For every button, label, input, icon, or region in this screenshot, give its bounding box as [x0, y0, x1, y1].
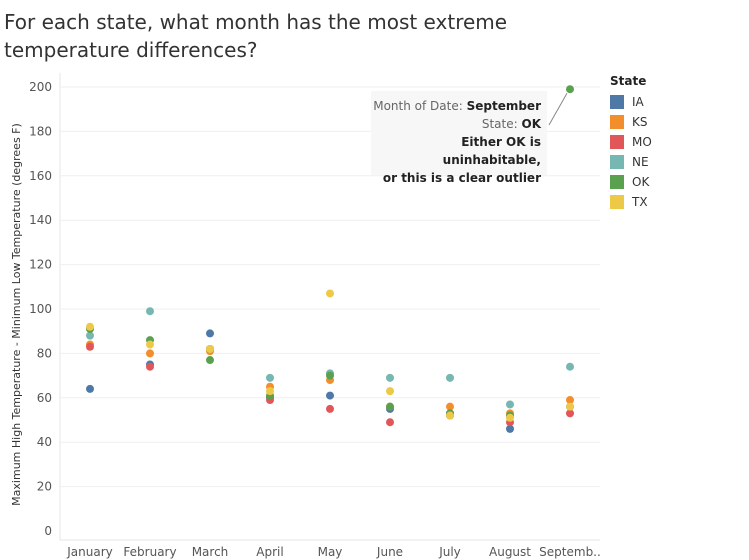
point-mo[interactable] — [146, 362, 154, 371]
point-mo[interactable] — [326, 404, 334, 413]
point-ia[interactable] — [506, 424, 514, 433]
legend-item-mo[interactable]: MO — [610, 132, 740, 152]
tooltip-callout-line — [548, 92, 568, 126]
legend-item-ok[interactable]: OK — [610, 172, 740, 192]
point-ne[interactable] — [446, 373, 454, 382]
legend-item-tx[interactable]: TX — [610, 192, 740, 212]
legend-swatch — [610, 175, 624, 189]
point-tx[interactable] — [266, 387, 274, 396]
x-axis-ticks: January February March April May June July Augu… — [66, 545, 601, 559]
point-tx[interactable] — [146, 340, 154, 349]
point-tx[interactable] — [206, 344, 214, 353]
x-tick-label: June — [376, 545, 403, 559]
point-ia[interactable] — [86, 384, 94, 393]
chart-title: For each state, what month has the most … — [4, 10, 508, 62]
x-tick-label: April — [256, 545, 283, 559]
legend-swatch — [610, 155, 624, 169]
point-ne[interactable] — [566, 362, 574, 371]
legend-label: IA — [632, 95, 644, 109]
x-tick-label: January — [66, 545, 113, 559]
point-tx[interactable] — [446, 411, 454, 420]
legend-title: State — [610, 74, 647, 88]
point-ks[interactable] — [146, 349, 154, 358]
point-ks[interactable] — [446, 402, 454, 411]
y-tick-label: 20 — [37, 480, 52, 494]
point-mo[interactable] — [86, 342, 94, 351]
legend-item-ia[interactable]: IA — [610, 92, 740, 112]
y-tick-label: 100 — [29, 302, 52, 316]
y-tick-label: 200 — [29, 80, 52, 94]
data-points — [86, 85, 574, 433]
point-tx[interactable] — [566, 402, 574, 411]
point-ne[interactable] — [146, 307, 154, 316]
legend-item-ne[interactable]: NE — [610, 152, 740, 172]
tooltip-key-state: State: — [481, 117, 518, 131]
point-ne[interactable] — [506, 400, 514, 409]
tooltip-note-2: or this is a clear outlier — [382, 171, 541, 185]
y-tick-label: 60 — [37, 391, 52, 405]
y-axis-ticks: 0 20 40 60 80 100 120 140 160 180 200 — [29, 80, 52, 538]
point-mo[interactable] — [386, 418, 394, 427]
y-tick-label: 120 — [29, 258, 52, 272]
point-ok[interactable] — [566, 85, 574, 94]
legend-label: TX — [632, 195, 648, 209]
legend-label: NE — [632, 155, 649, 169]
x-tick-label: March — [192, 545, 229, 559]
point-tx[interactable] — [86, 322, 94, 331]
x-tick-label: Septemb.. — [539, 545, 601, 559]
point-ok[interactable] — [326, 371, 334, 380]
y-axis-label: Maximum High Temperature - Minimum Low T… — [10, 123, 23, 506]
y-tick-label: 80 — [37, 346, 52, 360]
legend-swatch — [610, 115, 624, 129]
legend-label: OK — [632, 175, 650, 189]
point-mo[interactable] — [566, 409, 574, 418]
tooltip-note-1: Either OK is uninhabitable, — [442, 135, 541, 167]
tooltip-value-month: September — [466, 99, 541, 113]
point-tx[interactable] — [386, 387, 394, 396]
point-ne[interactable] — [386, 373, 394, 382]
y-tick-label: 160 — [29, 169, 52, 183]
point-ok[interactable] — [206, 356, 214, 365]
point-ne[interactable] — [266, 373, 274, 382]
legend-item-ks[interactable]: KS — [610, 112, 740, 132]
point-ia[interactable] — [206, 329, 214, 338]
point-tx[interactable] — [326, 289, 334, 298]
y-tick-label: 140 — [29, 213, 52, 227]
legend-label: KS — [632, 115, 648, 129]
tooltip-value-state: OK — [521, 117, 542, 131]
point-ok[interactable] — [386, 402, 394, 411]
tooltip-key-month: Month of Date: — [373, 99, 463, 113]
point-ks[interactable] — [566, 396, 574, 405]
point-ne[interactable] — [86, 331, 94, 340]
x-tick-label: May — [318, 545, 343, 559]
point-tx[interactable] — [506, 413, 514, 422]
legend-swatch — [610, 135, 624, 149]
y-tick-label: 0 — [44, 524, 52, 538]
y-tick-label: 40 — [37, 435, 52, 449]
point-ia[interactable] — [326, 391, 334, 400]
legend-swatch — [610, 95, 624, 109]
x-tick-label: February — [123, 545, 176, 559]
legend: State IA KS MO NE OK TX — [610, 74, 740, 212]
x-tick-label: July — [438, 545, 461, 559]
legend-swatch — [610, 195, 624, 209]
y-tick-label: 180 — [29, 124, 52, 138]
tooltip: Month of Date: September State: OK Eithe… — [371, 91, 547, 185]
x-tick-label: August — [489, 545, 531, 559]
legend-label: MO — [632, 135, 652, 149]
